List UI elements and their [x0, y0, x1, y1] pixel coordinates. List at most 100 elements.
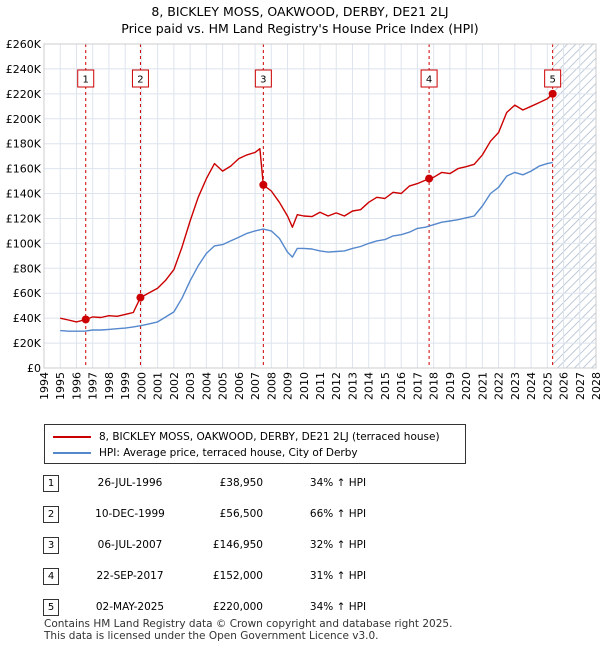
footer-license: This data is licensed under the Open Gov… — [44, 630, 379, 642]
x-tick-label: 2019 — [444, 372, 457, 400]
y-tick-label: £140K — [6, 188, 42, 201]
x-tick-label: 2005 — [217, 372, 230, 400]
x-tick-label: 2003 — [184, 372, 197, 400]
footer-copyright: Contains HM Land Registry data © Crown c… — [44, 618, 453, 630]
x-tick-label: 2020 — [460, 372, 473, 400]
x-tick-label: 2023 — [509, 372, 522, 400]
chart-legend: 8, BICKLEY MOSS, OAKWOOD, DERBY, DE21 2L… — [44, 424, 466, 464]
legend-item-property: 8, BICKLEY MOSS, OAKWOOD, DERBY, DE21 2L… — [53, 430, 440, 444]
sale-number-badge: 4 — [43, 568, 59, 585]
y-tick-label: £40K — [13, 312, 42, 325]
sale-marker-badge — [544, 69, 562, 88]
sale-price: £220,000 — [212, 601, 263, 613]
x-tick-label: 2000 — [135, 372, 148, 400]
sale-price: £146,950 — [212, 539, 263, 551]
y-tick-label: £180K — [6, 138, 42, 151]
sale-hpi-change: 32% ↑ HPI — [309, 539, 367, 551]
x-tick-label: 1995 — [54, 372, 67, 400]
x-tick-label: 2015 — [379, 372, 392, 400]
sale-number-badge: 3 — [43, 537, 59, 554]
sale-hpi-change: 34% ↑ HPI — [309, 477, 367, 489]
x-tick-label: 2011 — [314, 372, 327, 400]
x-tick-label: 2028 — [590, 372, 600, 400]
sale-marker-badge — [254, 69, 272, 88]
y-tick-label: £120K — [6, 212, 42, 225]
x-tick-label: 2016 — [395, 372, 408, 400]
x-tick-label: 1999 — [119, 372, 132, 400]
sale-point — [259, 180, 268, 189]
forecast-hatch-region — [552, 44, 596, 368]
x-tick-label: 2027 — [574, 372, 587, 400]
x-tick-label: 1996 — [70, 372, 83, 400]
y-tick-label: £80K — [13, 262, 42, 275]
sale-row: 2 10-DEC-1999 £56,500 66% ↑ HPI — [0, 506, 600, 526]
sale-point — [81, 315, 90, 324]
property-price-line — [60, 93, 554, 323]
sale-hpi-change: 31% ↑ HPI — [309, 570, 367, 582]
sale-marker-label: 5 — [549, 75, 555, 86]
x-tick-label: 1998 — [103, 372, 116, 400]
legend-swatch-hpi — [53, 452, 91, 454]
y-tick-label: £160K — [6, 163, 42, 176]
sale-row: 3 06-JUL-2007 £146,950 32% ↑ HPI — [0, 537, 600, 557]
x-tick-label: 2021 — [476, 372, 489, 400]
x-tick-label: 1997 — [87, 372, 100, 400]
legend-label-hpi: HPI: Average price, terraced house, City… — [99, 447, 358, 459]
x-tick-label: 1994 — [38, 372, 51, 400]
y-tick-label: £60K — [13, 287, 42, 300]
hpi-line — [60, 161, 553, 332]
x-tick-label: 2007 — [249, 372, 262, 400]
y-tick-label: £220K — [6, 88, 42, 101]
sale-point — [136, 293, 145, 302]
x-tick-label: 2024 — [525, 372, 538, 400]
sale-price: £56,500 — [219, 508, 263, 520]
sale-marker-label: 3 — [260, 75, 266, 86]
sale-marker-label: 1 — [83, 75, 89, 86]
y-tick-label: £0 — [27, 362, 41, 375]
sale-date: 26-JUL-1996 — [97, 477, 163, 489]
plot-frame — [43, 43, 597, 369]
sale-hpi-change: 34% ↑ HPI — [309, 601, 367, 613]
x-tick-label: 2004 — [200, 372, 213, 400]
sale-point — [425, 174, 434, 183]
x-tick-label: 2012 — [330, 372, 343, 400]
x-tick-label: 2018 — [428, 372, 441, 400]
price-chart: 1 2 3 4 5 £0 £20K £40K £60K £80K £100K £120K £140K £1… — [6, 38, 600, 400]
sale-hpi-change: 66% ↑ HPI — [309, 508, 367, 520]
sale-row: 4 22-SEP-2017 £152,000 31% ↑ HPI — [0, 568, 600, 588]
sale-price: £38,950 — [219, 477, 263, 489]
x-tick-label: 2022 — [493, 372, 506, 400]
sale-marker-label: 4 — [426, 75, 432, 86]
sale-date: 02-MAY-2025 — [95, 601, 165, 613]
y-tick-label: £260K — [6, 38, 42, 51]
sale-point — [548, 89, 557, 98]
x-tick-label: 2002 — [168, 372, 181, 400]
x-tick-label: 2026 — [558, 372, 571, 400]
sale-marker-badge — [77, 69, 95, 88]
legend-label-property: 8, BICKLEY MOSS, OAKWOOD, DERBY, DE21 2L… — [99, 431, 440, 443]
footer-attribution: Contains HM Land Registry data © Crown c… — [44, 618, 452, 642]
y-tick-label: £20K — [13, 337, 42, 350]
x-tick-label: 2014 — [363, 372, 376, 400]
chart-subtitle: Price paid vs. HM Land Registry's House … — [121, 21, 479, 36]
x-tick-label: 2017 — [411, 372, 424, 400]
chart-title: 8, BICKLEY MOSS, OAKWOOD, DERBY, DE21 2L… — [151, 4, 449, 19]
sale-date: 06-JUL-2007 — [97, 539, 163, 551]
sale-number-badge: 2 — [43, 506, 59, 523]
y-tick-label: £200K — [6, 113, 42, 126]
sale-marker-badge — [420, 69, 438, 88]
sale-marker-label: 2 — [137, 75, 143, 86]
x-tick-label: 2010 — [298, 372, 311, 400]
sale-marker-badge — [131, 69, 149, 88]
sale-date: 22-SEP-2017 — [96, 570, 164, 582]
sale-row: 1 26-JUL-1996 £38,950 34% ↑ HPI — [0, 475, 600, 495]
x-tick-label: 2006 — [233, 372, 246, 400]
sale-row: 5 02-MAY-2025 £220,000 34% ↑ HPI — [0, 599, 600, 619]
sale-price: £152,000 — [212, 570, 263, 582]
x-tick-label: 2013 — [346, 372, 359, 400]
sale-number-badge: 5 — [43, 599, 59, 616]
x-tick-label: 2001 — [152, 372, 165, 400]
y-tick-label: £100K — [6, 237, 42, 250]
y-tick-label: £240K — [6, 63, 42, 76]
legend-item-hpi: HPI: Average price, terraced house, City… — [53, 446, 358, 460]
